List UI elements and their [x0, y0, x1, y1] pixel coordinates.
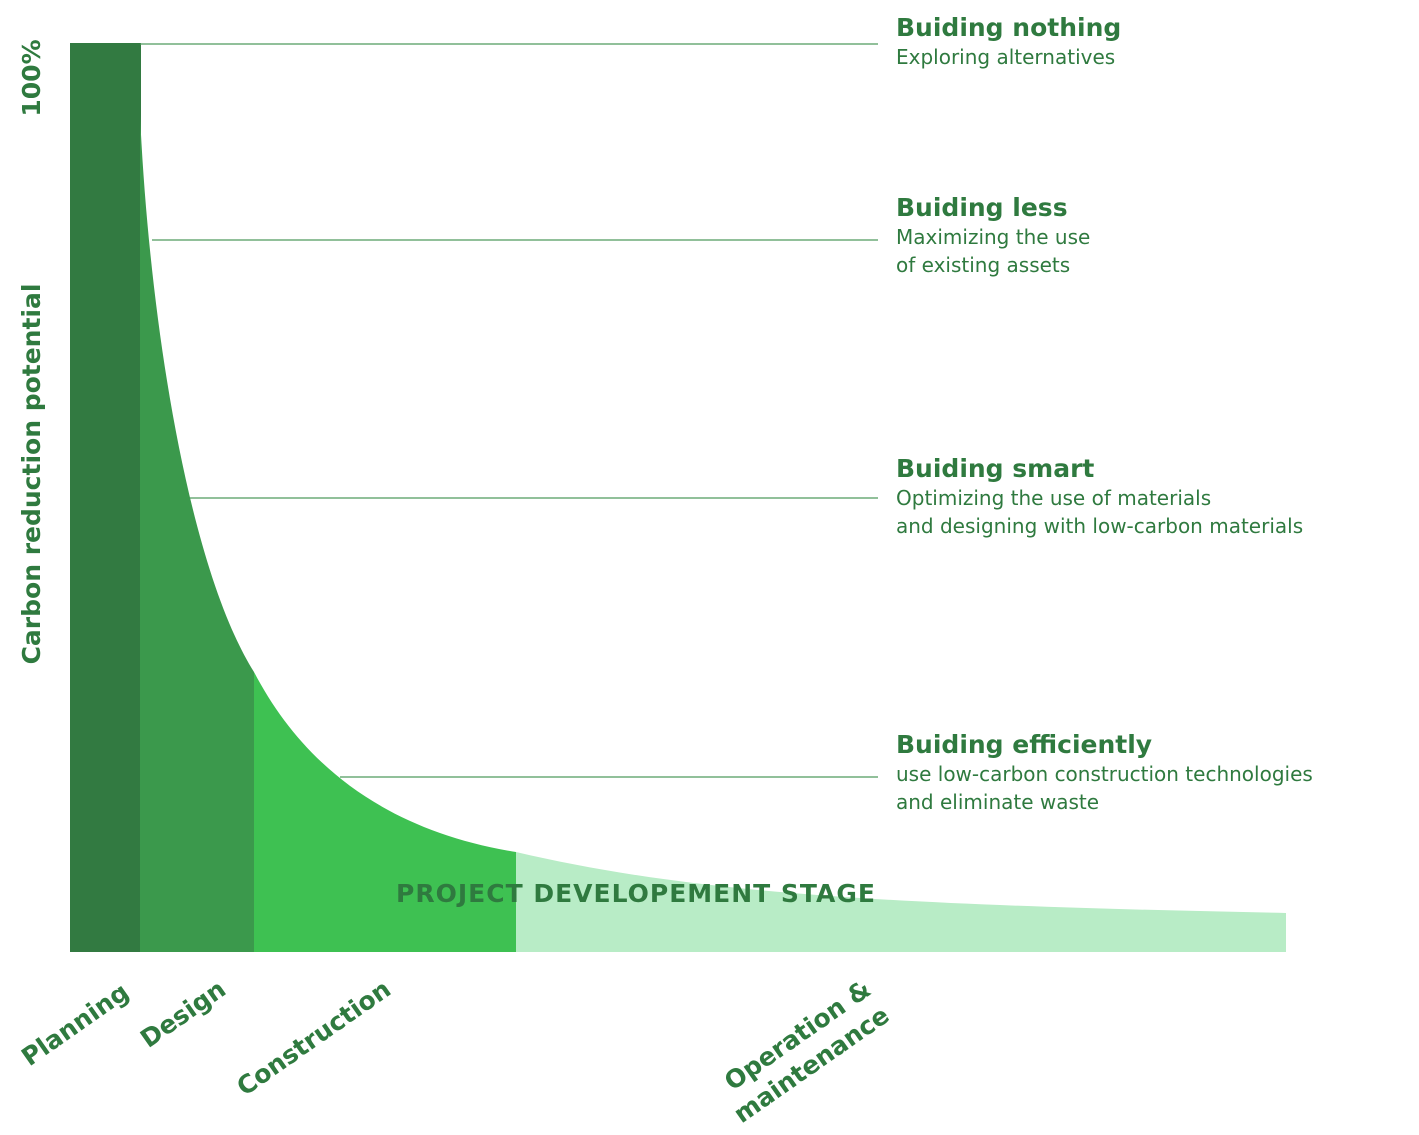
- y-top-label: 100%: [17, 39, 46, 116]
- annotation-text: use low-carbon construction technologies: [896, 762, 1313, 786]
- stage-label-line: Planning: [16, 977, 134, 1072]
- annotation-text: of existing assets: [896, 253, 1070, 277]
- annotation-text: and designing with low-carbon materials: [896, 514, 1303, 538]
- construction-area: [254, 672, 516, 952]
- annotation-title: Buiding efficiently: [896, 730, 1152, 759]
- y-axis-title: Carbon reduction potential: [17, 284, 46, 665]
- design-area: [140, 115, 254, 952]
- stage-label-line: Construction: [231, 974, 396, 1101]
- stage-label: Planning: [16, 977, 134, 1072]
- stage-label: Design: [135, 974, 231, 1053]
- operation-area: [516, 852, 1286, 952]
- x-axis-title: PROJECT DEVELOPEMENT STAGE: [396, 879, 876, 908]
- stage-label: Operation &maintenance: [719, 974, 894, 1129]
- annotation-title: Buiding less: [896, 193, 1068, 222]
- annotation-text: Exploring alternatives: [896, 45, 1115, 69]
- annotation-title: Buiding nothing: [896, 13, 1121, 42]
- planning-area: [70, 43, 141, 952]
- stage-label-line: Design: [135, 974, 231, 1053]
- annotation-text: Optimizing the use of materials: [896, 486, 1211, 510]
- annotation-text: and eliminate waste: [896, 790, 1099, 814]
- annotation-text: Maximizing the use: [896, 225, 1090, 249]
- stage-label: Construction: [231, 974, 396, 1101]
- annotation-title: Buiding smart: [896, 454, 1094, 483]
